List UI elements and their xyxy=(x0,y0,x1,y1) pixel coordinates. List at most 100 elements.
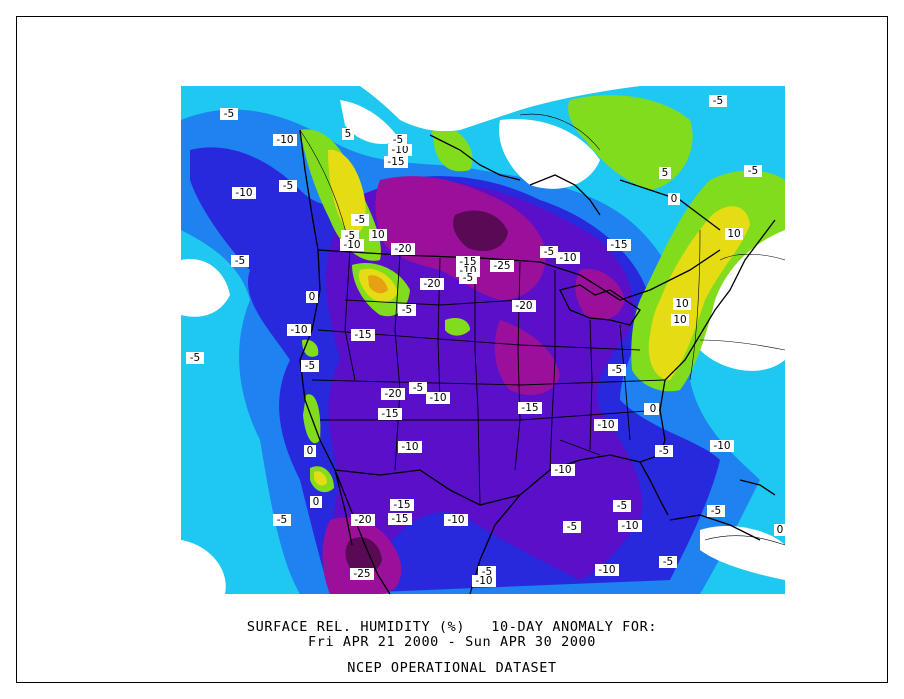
field-white-west xyxy=(181,259,230,317)
us-canada-border xyxy=(317,249,721,301)
contour-label-text: -25 xyxy=(493,260,510,272)
contour-label-bg xyxy=(647,403,659,415)
contour-label-text: -5 xyxy=(544,246,554,258)
contour-label-text: 10 xyxy=(371,229,384,241)
contour-label-text: -15 xyxy=(381,408,398,420)
contour-label-bg xyxy=(709,95,727,107)
contour-label-bg xyxy=(340,239,364,251)
contour-label-bg xyxy=(594,419,618,431)
field-plus5-arctic xyxy=(568,95,693,190)
contour-label: -20 xyxy=(420,278,444,290)
field-plus10-northeast xyxy=(648,206,750,380)
contour-label-text: -25 xyxy=(353,568,370,580)
contour-label-text: -5 xyxy=(663,556,673,568)
contour-label-text: -5 xyxy=(283,180,293,192)
contour-label: 5 xyxy=(659,167,671,179)
contour-label-text: 10 xyxy=(727,228,740,240)
contour-label-bg xyxy=(351,214,369,226)
contour-label-text: -15 xyxy=(393,499,410,511)
contour-label-text: -10 xyxy=(598,564,615,576)
contour-label-bg xyxy=(273,134,297,146)
contour-label-text: -10 xyxy=(713,440,730,452)
contour-label: -5 xyxy=(301,360,319,372)
contour-label-text: 0 xyxy=(650,403,657,415)
contour-label: 0 xyxy=(304,445,316,457)
contour-label-bg xyxy=(378,408,402,420)
contour-label-bg xyxy=(409,382,427,394)
contour-label-text: -5 xyxy=(305,360,315,372)
contour-label: -20 xyxy=(512,300,536,312)
contour-label-text: -5 xyxy=(224,108,234,120)
contour-label-bg xyxy=(398,441,422,453)
contour-label-text: -10 xyxy=(290,324,307,336)
contour-label: 0 xyxy=(668,193,680,205)
contour-label-text: -10 xyxy=(429,392,446,404)
contour-label-text: -10 xyxy=(391,144,408,156)
contour-label-bg xyxy=(390,499,414,511)
contour-label: -5 xyxy=(186,352,204,364)
map-title-line2: Fri APR 21 2000 - Sun APR 30 2000 xyxy=(307,634,596,650)
contour-label-bg xyxy=(232,187,256,199)
contour-label-bg xyxy=(369,229,387,241)
contour-label: -5 xyxy=(563,521,581,533)
contour-label-bg xyxy=(351,329,375,341)
contour-label-text: -15 xyxy=(521,402,538,414)
field-plus10-baja xyxy=(314,471,327,486)
contour-label-text: -10 xyxy=(621,520,638,532)
contour-label-bg xyxy=(613,500,631,512)
contour-label-bg xyxy=(389,134,407,146)
contour-label: -10 xyxy=(340,239,364,251)
contour-label: -5 xyxy=(709,95,727,107)
map-title-line1: SURFACE REL. HUMIDITY (%) 10-DAY ANOMALY… xyxy=(246,619,658,635)
contour-label-text: 0 xyxy=(307,445,314,457)
contour-label: 10 xyxy=(369,229,387,241)
contour-label: -20 xyxy=(351,514,375,526)
contour-label-text: -5 xyxy=(413,382,423,394)
contour-label: -10 xyxy=(398,441,422,453)
contour-label-bg xyxy=(725,228,743,240)
contour-label-bg xyxy=(381,388,405,400)
contour-label: 5 xyxy=(342,128,354,140)
contour-label-bg xyxy=(655,445,673,457)
contour-label-text: -5 xyxy=(617,500,627,512)
contour-label-text: 0 xyxy=(313,496,320,508)
contour-label-text: -10 xyxy=(276,134,293,146)
contour-label: -5 xyxy=(659,556,677,568)
contour-label-bg xyxy=(398,304,416,316)
contour-label-text: -5 xyxy=(463,272,473,284)
contour-label-text: -5 xyxy=(612,364,622,376)
contour-label-text: -10 xyxy=(235,187,252,199)
field-white-north xyxy=(499,119,600,189)
contour-label: -5 xyxy=(655,445,673,457)
contour-label-text: -20 xyxy=(423,278,440,290)
contour-label: -15 xyxy=(390,499,414,511)
contour-label-bg xyxy=(608,364,626,376)
field-white-nw xyxy=(340,100,400,145)
field-white-se xyxy=(700,525,785,580)
arctic-coastline xyxy=(429,134,521,181)
contour-label-text: -10 xyxy=(401,441,418,453)
contour-label: 0 xyxy=(647,403,659,415)
contour-label-text: -10 xyxy=(559,252,576,264)
contour-label: -10 xyxy=(618,520,642,532)
contour-label-bg xyxy=(384,156,408,168)
contour-label-bg xyxy=(540,246,558,258)
contour-label-text: 5 xyxy=(345,128,352,140)
contour-label: 0 xyxy=(310,496,322,508)
contour-label-bg xyxy=(595,564,619,576)
contour-label-bg xyxy=(744,165,762,177)
contour-label-text: -5 xyxy=(482,566,492,578)
contour-label: -25 xyxy=(490,260,514,272)
contour-label: -10 xyxy=(551,464,575,476)
contour-label: 0 xyxy=(774,524,786,536)
field-plus5-utah xyxy=(445,318,470,336)
contour-label-text: -15 xyxy=(387,156,404,168)
contour-label-text: 0 xyxy=(671,193,678,205)
cuba-coastline xyxy=(669,514,761,541)
contour-label: -5 xyxy=(231,255,249,267)
contour-labels: -5-10-10-5-55-15-10-5-510-5-10 -20-15-10-… xyxy=(186,95,786,587)
contour-label-bg xyxy=(220,108,238,120)
contour-label-bg xyxy=(659,167,671,179)
contour-label: -5 xyxy=(398,304,416,316)
contour-label-text: -15 xyxy=(391,513,408,525)
